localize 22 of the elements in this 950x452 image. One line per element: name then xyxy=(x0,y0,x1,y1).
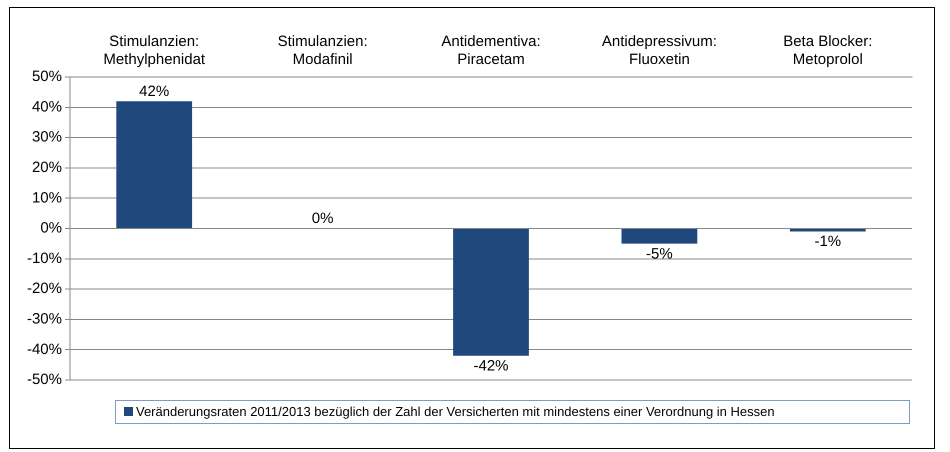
y-tick-label: 20% xyxy=(32,159,62,176)
x-tick-label: Stimulanzien: Methylphenidat xyxy=(103,33,206,68)
y-tick-label: 30% xyxy=(32,128,62,146)
data-label: -42% xyxy=(473,357,509,374)
y-tick-label: 50% xyxy=(32,68,62,86)
x-tick-label: Antidementiva: Piracetam xyxy=(441,33,541,68)
y-tick-label: 40% xyxy=(32,98,62,116)
y-tick-label: -40% xyxy=(26,340,62,358)
data-label: 0% xyxy=(312,210,334,228)
x-tick-label: Stimulanzien: Modafinil xyxy=(278,33,368,68)
y-tick-label: -50% xyxy=(26,371,62,388)
x-tick-label: Antidepressivum: Fluoxetin xyxy=(602,33,717,68)
legend-label: Veränderungsraten 2011/2013 bezüglich der Zahl der Versicherten mit mindestens einer Verordnung in Hessen xyxy=(115,400,910,424)
y-tick-label: -10% xyxy=(26,250,62,267)
y-tick-label: -20% xyxy=(26,280,62,298)
y-tick-label: -30% xyxy=(26,310,62,328)
y-tick-label: 10% xyxy=(32,189,62,206)
data-label: 42% xyxy=(139,82,170,100)
data-label: -1% xyxy=(814,233,842,250)
x-tick-label: Beta Blocker: Metoprolol xyxy=(783,33,872,68)
y-tick-label: 0% xyxy=(40,220,62,237)
data-label: -5% xyxy=(646,245,673,262)
